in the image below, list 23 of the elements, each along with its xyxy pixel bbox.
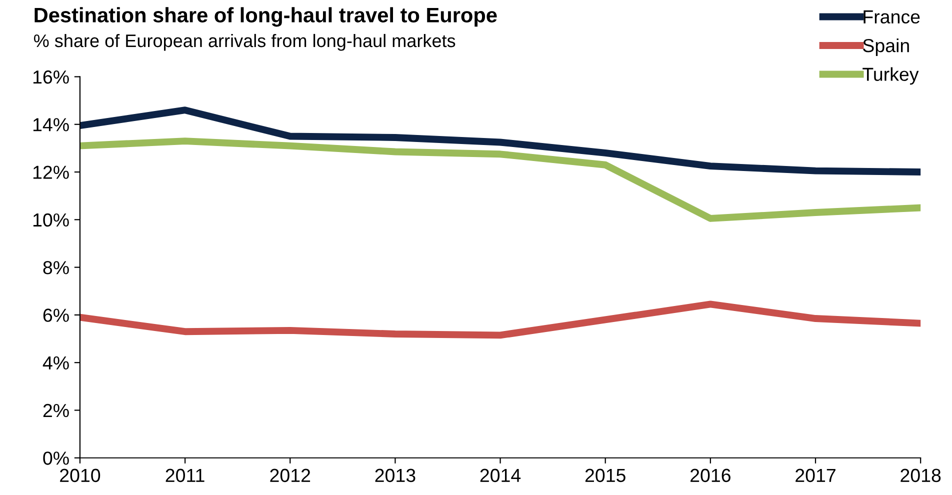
chart-title: Destination share of long-haul travel to Europe (34, 7, 497, 27)
y-tick-label: 12% (33, 166, 69, 179)
x-tick-label: 2015 (585, 468, 626, 482)
legend-label: Turkey (862, 67, 919, 85)
y-tick-label: 10% (33, 213, 69, 227)
legend-label: Spain (863, 38, 909, 56)
y-tick-label: 8% (43, 261, 69, 274)
x-tick-label: 2017 (796, 468, 836, 482)
x-tick-label: 2010 (60, 468, 100, 482)
x-tick-label: 2011 (166, 468, 204, 482)
y-tick-label: 14% (33, 118, 69, 132)
legend-label: France (864, 10, 920, 24)
y-tick-label: 4% (42, 356, 69, 370)
y-tick-label: 6% (43, 308, 69, 322)
x-tick-label: 2012 (270, 468, 310, 482)
y-tick-label: 0% (43, 452, 69, 465)
y-tick-label: 16% (33, 70, 69, 84)
x-tick-label: 2014 (480, 468, 521, 482)
x-tick-label: 2016 (690, 468, 730, 482)
y-tick-label: 2% (43, 404, 69, 418)
chart-subtitle: % share of European arrivals from long-haul markets (34, 34, 456, 51)
x-tick-label: 2018 (900, 468, 941, 482)
x-tick-label: 2013 (375, 468, 416, 482)
